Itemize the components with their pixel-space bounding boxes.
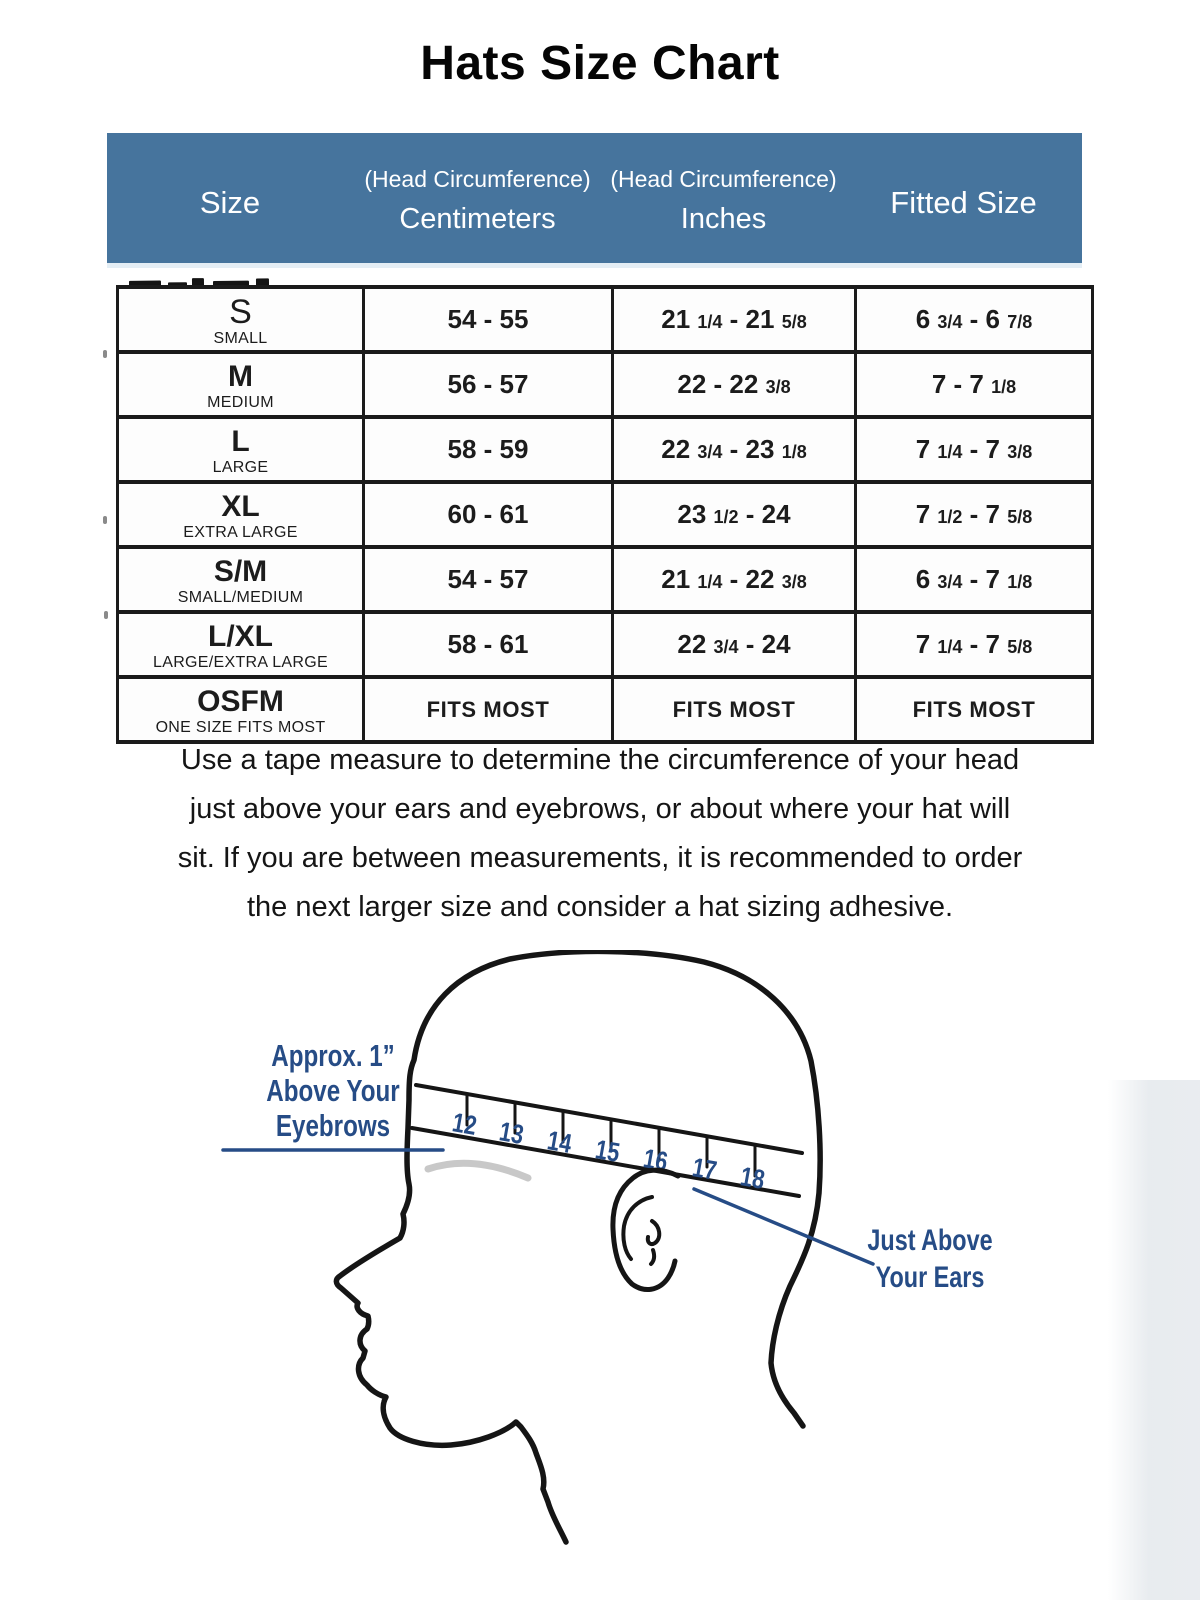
size-label: MEDIUM [207, 394, 274, 411]
header-size: Size [107, 133, 353, 263]
size-abbr: OSFM [197, 685, 284, 718]
header-size-label: Size [199, 185, 261, 220]
size-abbr: L/XL [208, 620, 273, 653]
inches-cell: 21 1/4 - 21 5/8 [611, 285, 857, 354]
scan-shading [1108, 1080, 1200, 1600]
ear-label: Just Above Your Ears [867, 1223, 992, 1293]
size-cell: OSFM ONE SIZE FITS MOST [116, 675, 365, 744]
ear-label-line: Your Ears [876, 1260, 985, 1293]
fitted-cell: 7 1/4 - 7 5/8 [854, 610, 1094, 679]
size-cell: L LARGE [116, 415, 365, 484]
inches-cell: 23 1/2 - 24 [611, 480, 857, 549]
table-row: L LARGE 58 - 59 22 3/4 - 23 1/8 7 1/4 - 7 3/… [116, 415, 1094, 484]
stray-mark [103, 516, 107, 524]
tape-number: 12 [450, 1108, 479, 1142]
fitted-cell: 6 3/4 - 6 7/8 [854, 285, 1094, 354]
head-measurement-illustration: 12 13 14 15 16 17 18 Approx. 1” Above Yo… [221, 950, 993, 1545]
size-cell: L/XL LARGE/EXTRA LARGE [116, 610, 365, 679]
tape-number: 13 [497, 1117, 526, 1151]
tape-band-top-edge [414, 1083, 804, 1155]
size-cell: M MEDIUM [116, 350, 365, 419]
ear-inner-hook [645, 1219, 662, 1266]
size-label: SMALL/MEDIUM [177, 589, 304, 606]
size-label: LARGE [212, 459, 269, 476]
ear-pointer-line [692, 1187, 875, 1266]
size-label: SMALL [213, 329, 268, 347]
inches-cell: 22 3/4 - 23 1/8 [611, 415, 857, 484]
tape-number: 14 [545, 1126, 574, 1160]
size-label: LARGE/EXTRA LARGE [153, 654, 328, 671]
size-abbr: M [228, 360, 253, 393]
ear-inner-helix [621, 1195, 654, 1261]
size-cell: S/M SMALL/MEDIUM [116, 545, 365, 614]
ear-label-line: Just Above [867, 1223, 992, 1256]
cm-cell: 56 - 57 [362, 350, 614, 419]
eyebrow-arc [424, 1159, 532, 1182]
tape-numbers: 12 13 14 15 16 17 18 [450, 1108, 767, 1196]
table-header-band: Size (Head Circumference) Centimeters (H… [107, 133, 1082, 268]
instruction-line: just above your ears and eyebrows, or ab… [189, 793, 1011, 825]
measuring-instructions: Use a tape measure to determine the circ… [50, 736, 1150, 932]
fitted-cell: 7 1/4 - 7 3/8 [854, 415, 1094, 484]
header-fitted: Fitted Size [845, 133, 1082, 263]
tape-number: 15 [593, 1135, 622, 1169]
inches-cell: 22 - 22 3/8 [611, 350, 857, 419]
table-row: OSFM ONE SIZE FITS MOST FITS MOST FITS MOST… [116, 675, 1094, 744]
page-title: Hats Size Chart [420, 37, 780, 90]
cm-cell: 58 - 61 [362, 610, 614, 679]
tape-number: 17 [690, 1153, 719, 1187]
tape-number: 18 [738, 1162, 767, 1196]
header-in-note: (Head Circumference) [610, 166, 837, 192]
instruction-line: Use a tape measure to determine the circ… [180, 744, 1020, 776]
table-row: XL EXTRA LARGE 60 - 61 23 1/2 - 24 7 1/2 - 7… [116, 480, 1094, 549]
eyebrow-label-line: Above Your [266, 1073, 400, 1108]
table-row: L/XL LARGE/EXTRA LARGE 58 - 61 22 3/4 - 24 7… [116, 610, 1094, 679]
header-cm-note: (Head Circumference) [364, 166, 591, 192]
eyebrow-label-line: Eyebrows [276, 1108, 390, 1143]
instruction-line: the next larger size and consider a hat … [246, 891, 954, 923]
size-cell: S SMALL [116, 285, 365, 354]
size-abbr: XL [221, 490, 260, 523]
inches-cell: 21 1/4 - 22 3/8 [611, 545, 857, 614]
size-label: EXTRA LARGE [183, 524, 298, 541]
size-label: ONE SIZE FITS MOST [155, 719, 326, 736]
header-fitted-label: Fitted Size [890, 185, 1037, 220]
size-abbr: S [229, 292, 252, 331]
table-row: S/M SMALL/MEDIUM 54 - 57 21 1/4 - 22 3/8 6 3… [116, 545, 1094, 614]
cm-cell: FITS MOST [362, 675, 614, 744]
ear-outline [610, 1167, 681, 1292]
fitted-cell: 6 3/4 - 7 1/8 [854, 545, 1094, 614]
stray-mark [103, 350, 107, 358]
cm-cell: 54 - 55 [362, 285, 614, 354]
table-row: M MEDIUM 56 - 57 22 - 22 3/8 7 - 7 1/8 [116, 350, 1094, 419]
cm-cell: 58 - 59 [362, 415, 614, 484]
fitted-cell: 7 - 7 1/8 [854, 350, 1094, 419]
fitted-cell: FITS MOST [854, 675, 1094, 744]
tape-band-bottom-edge [410, 1126, 801, 1198]
size-abbr: L [231, 425, 250, 458]
instruction-line: sit. If you are between measurements, it… [177, 842, 1023, 874]
header-inches: (Head Circumference) Inches [602, 133, 845, 263]
size-cell: XL EXTRA LARGE [116, 480, 365, 549]
stray-mark [104, 611, 108, 619]
tape-ticks [465, 1093, 757, 1178]
size-abbr: S/M [213, 555, 268, 588]
cm-cell: 60 - 61 [362, 480, 614, 549]
inches-cell: 22 3/4 - 24 [611, 610, 857, 679]
table-row: S SMALL 54 - 55 21 1/4 - 21 5/8 6 3/4 - 6 7/… [116, 285, 1094, 354]
eyebrow-label: Approx. 1” Above Your Eyebrows [266, 1038, 400, 1143]
header-centimeters: (Head Circumference) Centimeters [353, 133, 602, 263]
header-cm-unit: Centimeters [399, 203, 556, 235]
eyebrow-label-line: Approx. 1” [271, 1038, 395, 1073]
inches-cell: FITS MOST [611, 675, 857, 744]
header-in-unit: Inches [680, 203, 767, 235]
size-table: S SMALL 54 - 55 21 1/4 - 21 5/8 6 3/4 - 6 7/… [116, 285, 1094, 744]
head-outline [333, 950, 823, 1545]
fitted-cell: 7 1/2 - 7 5/8 [854, 480, 1094, 549]
cm-cell: 54 - 57 [362, 545, 614, 614]
